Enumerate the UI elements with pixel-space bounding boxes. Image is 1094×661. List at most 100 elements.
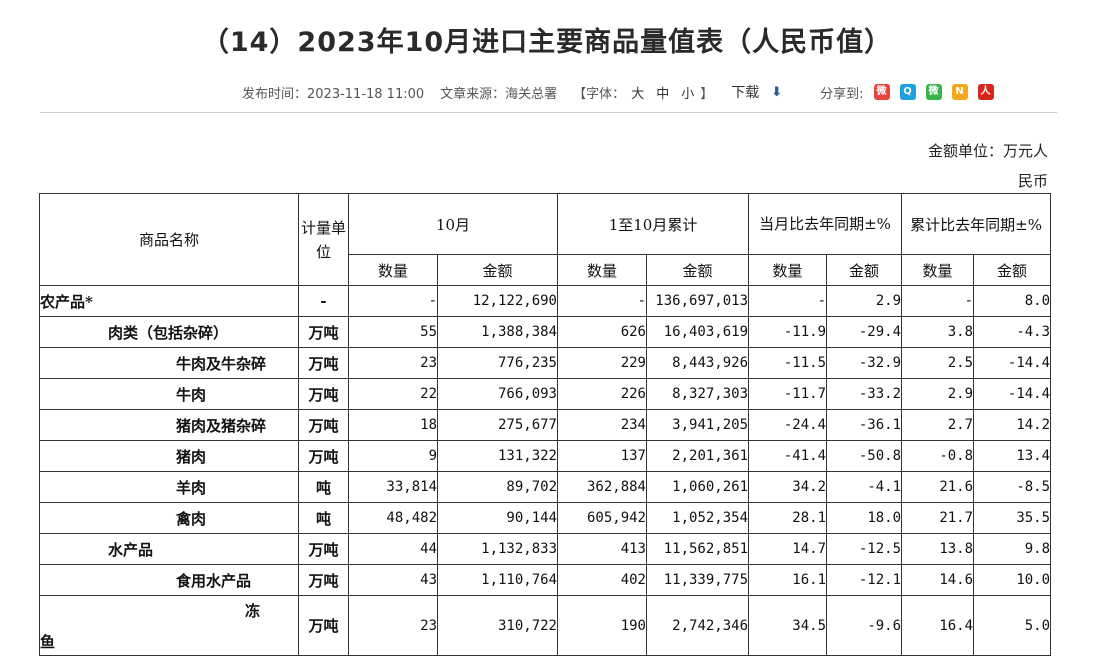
amount-unit: 金额单位：万元人 民币 bbox=[908, 136, 1048, 196]
download-icon[interactable]: ⬇ bbox=[771, 84, 783, 100]
row-unit: 万吨 bbox=[298, 564, 349, 596]
cell-cq: 402 bbox=[557, 564, 647, 596]
row-unit: 万吨 bbox=[298, 440, 349, 472]
font-medium-link[interactable]: 中 bbox=[656, 86, 670, 102]
subheader-amt: 金额 bbox=[645, 254, 750, 286]
qzone-share-icon[interactable]: Q bbox=[899, 84, 916, 100]
article-source: 文章来源：海关总署 bbox=[440, 86, 558, 102]
row-name: 牛肉及牛杂碎 bbox=[39, 347, 299, 379]
subheader-amt: 金额 bbox=[973, 254, 1052, 286]
row-name: 羊肉 bbox=[39, 471, 299, 503]
news-share-icon[interactable]: N bbox=[951, 84, 968, 100]
cell-cya: 9.8 bbox=[973, 533, 1052, 565]
cell-a: 275,677 bbox=[437, 409, 558, 441]
cell-q: 23 bbox=[348, 595, 438, 656]
table-row: 食用水产品 万吨 43 1,110,764 402 11,339,775 16.1 -12.1… bbox=[39, 564, 1052, 596]
table-row: 羊肉吨 33,814 89,702 362,884 1,060,261 34.2 -4.1 2… bbox=[39, 471, 1052, 503]
cell-ca: 11,339,775 bbox=[645, 564, 750, 596]
cell-q: 9 bbox=[348, 440, 438, 472]
cell-a: 1,132,833 bbox=[437, 533, 558, 565]
wechat-share-icon[interactable]: 微 bbox=[925, 84, 942, 100]
table-row: 猪肉 万吨 9 131,322 137 2,201,361 -41.4 -50.8 -0.8 13… bbox=[39, 440, 1052, 472]
cell-yq: -11.5 bbox=[748, 347, 828, 379]
font-small-link[interactable]: 小 bbox=[681, 86, 695, 102]
cell-cyq: 13.8 bbox=[901, 533, 975, 565]
subheader-qty: 数量 bbox=[748, 254, 828, 286]
subheader-amt: 金额 bbox=[437, 254, 558, 286]
page-title: （14）2023年10月进口主要商品量值表（人民币值） bbox=[201, 27, 893, 58]
cell-cq: 626 bbox=[557, 316, 647, 348]
subheader-qty: 数量 bbox=[901, 254, 975, 286]
cell-ya: -29.4 bbox=[826, 316, 903, 348]
amount-unit-line1: 金额单位：万元人 bbox=[927, 142, 1048, 160]
font-size-open: 【字体： bbox=[573, 86, 626, 102]
subheader-amt: 金额 bbox=[826, 254, 903, 286]
row-name: 猪肉 bbox=[39, 440, 299, 472]
divider bbox=[40, 112, 1057, 113]
cell-cya: -8.5 bbox=[973, 471, 1052, 503]
cell-cq: 234 bbox=[557, 409, 647, 441]
cell-cya: 10.0 bbox=[973, 564, 1052, 596]
download-link[interactable]: 下载 bbox=[731, 85, 760, 101]
cell-cyq: 3.8 bbox=[901, 316, 975, 348]
col-header-cum: 1至10月累计 bbox=[556, 193, 750, 255]
cell-ca: 3,941,205 bbox=[645, 409, 750, 441]
cell-yq: -41.4 bbox=[748, 440, 828, 472]
row-unit: 吨 bbox=[298, 502, 349, 534]
cell-yq: 34.5 bbox=[748, 595, 828, 656]
cell-q: 23 bbox=[348, 347, 438, 379]
row-name: 冻鱼 bbox=[39, 595, 299, 656]
cell-ca: 2,742,346 bbox=[645, 595, 750, 656]
table-row: 冻鱼万吨 23 310,722 190 2,742,346 34.5 -9.6 16.4 5.0 bbox=[39, 595, 1052, 656]
row-unit: 万吨 bbox=[298, 409, 349, 441]
cell-a: 776,235 bbox=[437, 347, 558, 379]
cell-q: 18 bbox=[348, 409, 438, 441]
row-unit: - bbox=[298, 285, 349, 317]
row-name: 牛肉 bbox=[39, 378, 299, 410]
cell-ca: 1,060,261 bbox=[645, 471, 750, 503]
cell-cq: 190 bbox=[557, 595, 647, 656]
cell-yq: - bbox=[748, 285, 828, 317]
weibo-share-icon[interactable]: 微 bbox=[873, 84, 890, 100]
cell-a: 1,388,384 bbox=[437, 316, 558, 348]
cell-a: 90,144 bbox=[437, 502, 558, 534]
table-row: 牛肉及牛杂碎 万吨 23 776,235 229 8,443,926 -11.5 -32.9 2… bbox=[39, 347, 1052, 379]
cell-ya: -4.1 bbox=[826, 471, 903, 503]
subheader-qty: 数量 bbox=[557, 254, 647, 286]
cell-cq: - bbox=[557, 285, 647, 317]
cell-q: 33,814 bbox=[348, 471, 438, 503]
cell-cya: 13.4 bbox=[973, 440, 1052, 472]
cell-q: 22 bbox=[348, 378, 438, 410]
people-share-icon[interactable]: 人 bbox=[977, 84, 994, 100]
article-meta: 发布时间：2023-11-18 11:00 文章来源：海关总署 【字体： 大 中… bbox=[242, 82, 994, 102]
cell-yq: 28.1 bbox=[748, 502, 828, 534]
row-unit: 万吨 bbox=[298, 595, 349, 656]
cell-cya: 35.5 bbox=[973, 502, 1052, 534]
cell-q: 48,482 bbox=[348, 502, 438, 534]
table-row: 肉类（包括杂碎） 万吨 55 1,388,384 626 16,403,619 -11.9-… bbox=[39, 316, 1052, 348]
cell-ya: -9.6 bbox=[826, 595, 903, 656]
cell-ya: -12.5 bbox=[826, 533, 903, 565]
cell-cq: 226 bbox=[557, 378, 647, 410]
row-name: 肉类（包括杂碎） bbox=[39, 316, 299, 348]
font-size-close: 】 bbox=[700, 86, 714, 102]
cell-ya: 18.0 bbox=[826, 502, 903, 534]
row-unit: 万吨 bbox=[298, 378, 349, 410]
cell-cq: 229 bbox=[557, 347, 647, 379]
cell-cyq: 21.7 bbox=[901, 502, 975, 534]
font-large-link[interactable]: 大 bbox=[631, 86, 645, 102]
cell-yq: 16.1 bbox=[748, 564, 828, 596]
row-unit: 万吨 bbox=[298, 533, 349, 565]
cell-ya: -50.8 bbox=[826, 440, 903, 472]
cell-a: 1,110,764 bbox=[437, 564, 558, 596]
cell-yq: -11.9 bbox=[748, 316, 828, 348]
row-name-line1: 冻 bbox=[245, 601, 261, 620]
cell-ca: 1,052,354 bbox=[645, 502, 750, 534]
cell-cq: 605,942 bbox=[557, 502, 647, 534]
cell-ca: 136,697,013 bbox=[645, 285, 750, 317]
row-name: 禽肉 bbox=[39, 502, 299, 534]
cell-cyq: 21.6 bbox=[901, 471, 975, 503]
cell-cq: 413 bbox=[557, 533, 647, 565]
cell-yq: 34.2 bbox=[748, 471, 828, 503]
cell-a: 310,722 bbox=[437, 595, 558, 656]
